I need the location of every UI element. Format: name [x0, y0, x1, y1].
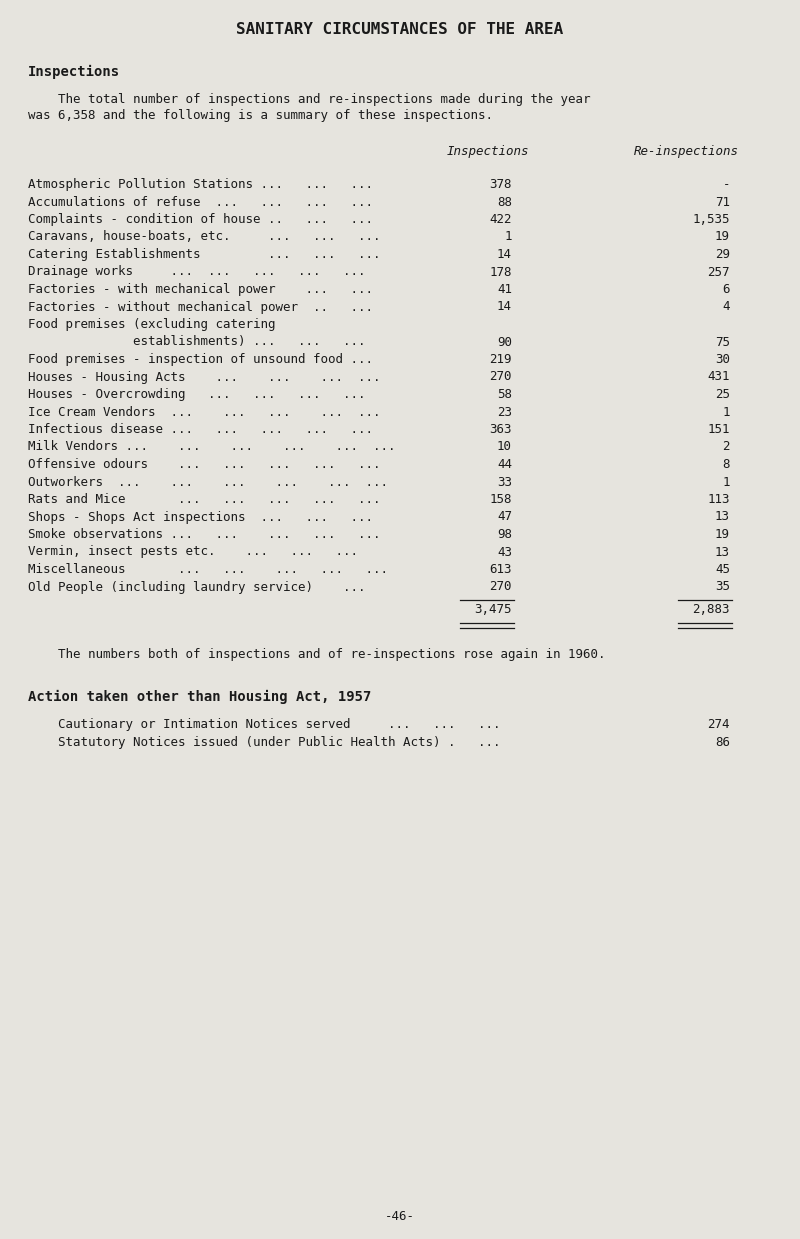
Text: 6: 6 — [722, 282, 730, 296]
Text: 45: 45 — [715, 563, 730, 576]
Text: 178: 178 — [490, 265, 512, 279]
Text: 14: 14 — [497, 248, 512, 261]
Text: 88: 88 — [497, 196, 512, 208]
Text: Infectious disease ...   ...   ...   ...   ...: Infectious disease ... ... ... ... ... — [28, 422, 373, 436]
Text: Old People (including laundry service)    ...: Old People (including laundry service) .… — [28, 581, 366, 593]
Text: -46-: -46- — [385, 1211, 415, 1223]
Text: 47: 47 — [497, 510, 512, 524]
Text: Statutory Notices issued (under Public Health Acts) .   ...: Statutory Notices issued (under Public H… — [28, 736, 501, 750]
Text: 113: 113 — [707, 493, 730, 506]
Text: 151: 151 — [707, 422, 730, 436]
Text: 98: 98 — [497, 528, 512, 541]
Text: Food premises (excluding catering: Food premises (excluding catering — [28, 318, 275, 331]
Text: Offensive odours    ...   ...   ...   ...   ...: Offensive odours ... ... ... ... ... — [28, 458, 381, 471]
Text: Milk Vendors ...    ...    ...    ...    ...  ...: Milk Vendors ... ... ... ... ... ... — [28, 441, 395, 453]
Text: Food premises - inspection of unsound food ...: Food premises - inspection of unsound fo… — [28, 353, 373, 366]
Text: Houses - Housing Acts    ...    ...    ...  ...: Houses - Housing Acts ... ... ... ... — [28, 370, 381, 384]
Text: 1: 1 — [505, 230, 512, 244]
Text: 90: 90 — [497, 336, 512, 348]
Text: 19: 19 — [715, 528, 730, 541]
Text: Atmospheric Pollution Stations ...   ...   ...: Atmospheric Pollution Stations ... ... .… — [28, 178, 373, 191]
Text: Complaints - condition of house ..   ...   ...: Complaints - condition of house .. ... .… — [28, 213, 373, 225]
Text: 270: 270 — [490, 370, 512, 384]
Text: 2: 2 — [722, 441, 730, 453]
Text: 270: 270 — [490, 581, 512, 593]
Text: Houses - Overcrowding   ...   ...   ...   ...: Houses - Overcrowding ... ... ... ... — [28, 388, 366, 401]
Text: 422: 422 — [490, 213, 512, 225]
Text: Action taken other than Housing Act, 1957: Action taken other than Housing Act, 195… — [28, 690, 371, 704]
Text: 378: 378 — [490, 178, 512, 191]
Text: The total number of inspections and re-inspections made during the year: The total number of inspections and re-i… — [28, 93, 590, 107]
Text: 30: 30 — [715, 353, 730, 366]
Text: 8: 8 — [722, 458, 730, 471]
Text: 1: 1 — [722, 476, 730, 488]
Text: 274: 274 — [707, 717, 730, 731]
Text: 363: 363 — [490, 422, 512, 436]
Text: 25: 25 — [715, 388, 730, 401]
Text: 33: 33 — [497, 476, 512, 488]
Text: 75: 75 — [715, 336, 730, 348]
Text: Smoke observations ...   ...    ...   ...   ...: Smoke observations ... ... ... ... ... — [28, 528, 381, 541]
Text: 19: 19 — [715, 230, 730, 244]
Text: Factories - without mechanical power  ..   ...: Factories - without mechanical power .. … — [28, 301, 373, 313]
Text: 13: 13 — [715, 510, 730, 524]
Text: The numbers both of inspections and of re-inspections rose again in 1960.: The numbers both of inspections and of r… — [28, 648, 606, 660]
Text: 13: 13 — [715, 545, 730, 559]
Text: 14: 14 — [497, 301, 512, 313]
Text: Accumulations of refuse  ...   ...   ...   ...: Accumulations of refuse ... ... ... ... — [28, 196, 373, 208]
Text: 86: 86 — [715, 736, 730, 750]
Text: Cautionary or Intimation Notices served     ...   ...   ...: Cautionary or Intimation Notices served … — [28, 717, 501, 731]
Text: 3,475: 3,475 — [474, 603, 512, 616]
Text: 613: 613 — [490, 563, 512, 576]
Text: 43: 43 — [497, 545, 512, 559]
Text: 58: 58 — [497, 388, 512, 401]
Text: 219: 219 — [490, 353, 512, 366]
Text: 23: 23 — [497, 405, 512, 419]
Text: 1: 1 — [722, 405, 730, 419]
Text: 10: 10 — [497, 441, 512, 453]
Text: Inspections: Inspections — [446, 145, 530, 159]
Text: 4: 4 — [722, 301, 730, 313]
Text: establishments) ...   ...   ...: establishments) ... ... ... — [28, 336, 366, 348]
Text: Rats and Mice       ...   ...   ...   ...   ...: Rats and Mice ... ... ... ... ... — [28, 493, 381, 506]
Text: 1,535: 1,535 — [693, 213, 730, 225]
Text: Drainage works     ...  ...   ...   ...   ...: Drainage works ... ... ... ... ... — [28, 265, 366, 279]
Text: 158: 158 — [490, 493, 512, 506]
Text: 41: 41 — [497, 282, 512, 296]
Text: SANITARY CIRCUMSTANCES OF THE AREA: SANITARY CIRCUMSTANCES OF THE AREA — [236, 22, 564, 37]
Text: 35: 35 — [715, 581, 730, 593]
Text: 71: 71 — [715, 196, 730, 208]
Text: Vermin, insect pests etc.    ...   ...   ...: Vermin, insect pests etc. ... ... ... — [28, 545, 358, 559]
Text: Inspections: Inspections — [28, 64, 120, 79]
Text: 257: 257 — [707, 265, 730, 279]
Text: Ice Cream Vendors  ...    ...   ...    ...  ...: Ice Cream Vendors ... ... ... ... ... — [28, 405, 381, 419]
Text: was 6,358 and the following is a summary of these inspections.: was 6,358 and the following is a summary… — [28, 109, 493, 121]
Text: -: - — [722, 178, 730, 191]
Text: Outworkers  ...    ...    ...    ...    ...  ...: Outworkers ... ... ... ... ... ... — [28, 476, 388, 488]
Text: Miscellaneous       ...   ...    ...   ...   ...: Miscellaneous ... ... ... ... ... — [28, 563, 388, 576]
Text: 2,883: 2,883 — [693, 603, 730, 616]
Text: Factories - with mechanical power    ...   ...: Factories - with mechanical power ... ..… — [28, 282, 373, 296]
Text: Catering Establishments         ...   ...   ...: Catering Establishments ... ... ... — [28, 248, 381, 261]
Text: 431: 431 — [707, 370, 730, 384]
Text: 44: 44 — [497, 458, 512, 471]
Text: Caravans, house-boats, etc.     ...   ...   ...: Caravans, house-boats, etc. ... ... ... — [28, 230, 381, 244]
Text: Re-inspections: Re-inspections — [634, 145, 738, 159]
Text: Shops - Shops Act inspections  ...   ...   ...: Shops - Shops Act inspections ... ... ..… — [28, 510, 373, 524]
Text: 29: 29 — [715, 248, 730, 261]
